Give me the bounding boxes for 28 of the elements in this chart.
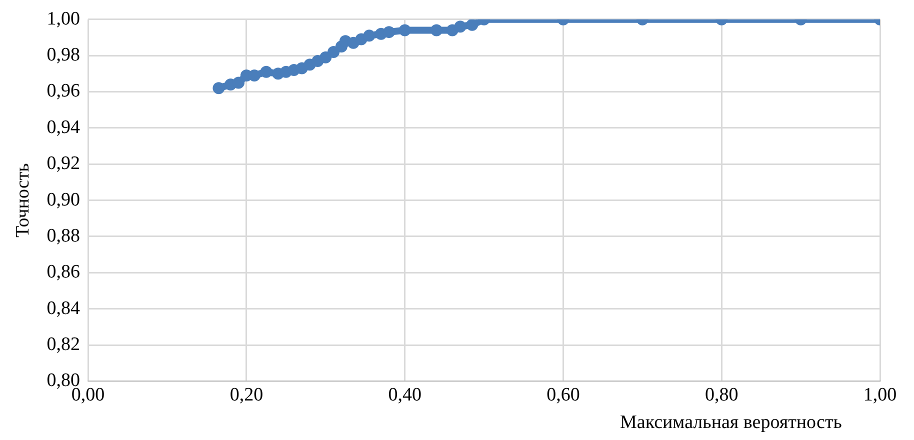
point	[454, 20, 466, 33]
x-tick-label: 0,80	[704, 384, 738, 406]
point	[328, 46, 340, 58]
x-tick-label: 0,60	[546, 384, 580, 406]
x-axis-title: Максимальная вероятность	[620, 412, 842, 434]
y-tick-label: 0,96	[46, 80, 80, 102]
x-tick-label: 0,20	[230, 384, 264, 406]
point	[363, 30, 376, 42]
point	[260, 66, 272, 78]
point	[430, 24, 443, 36]
y-tick-label: 0,86	[46, 262, 80, 283]
point	[382, 26, 395, 38]
y-tick-label: 0,94	[46, 116, 81, 138]
y-tick-label: 0,98	[46, 44, 80, 66]
point	[232, 76, 245, 89]
y-tick-label: 1,00	[46, 8, 80, 30]
y-tick-label: 0,82	[46, 334, 80, 356]
point	[320, 51, 332, 64]
y-tick-label: 0,84	[46, 298, 81, 319]
y-tick-label: 0,90	[46, 189, 80, 210]
x-tick-label: 0,40	[388, 384, 422, 406]
point	[212, 82, 225, 94]
y-tick-label: 0,88	[46, 225, 80, 246]
point	[466, 19, 478, 31]
point	[398, 24, 411, 36]
x-tick-label: 1,00	[863, 384, 897, 406]
y-tick-label: 0,92	[46, 153, 80, 174]
y-axis-title: Точность	[12, 162, 34, 238]
